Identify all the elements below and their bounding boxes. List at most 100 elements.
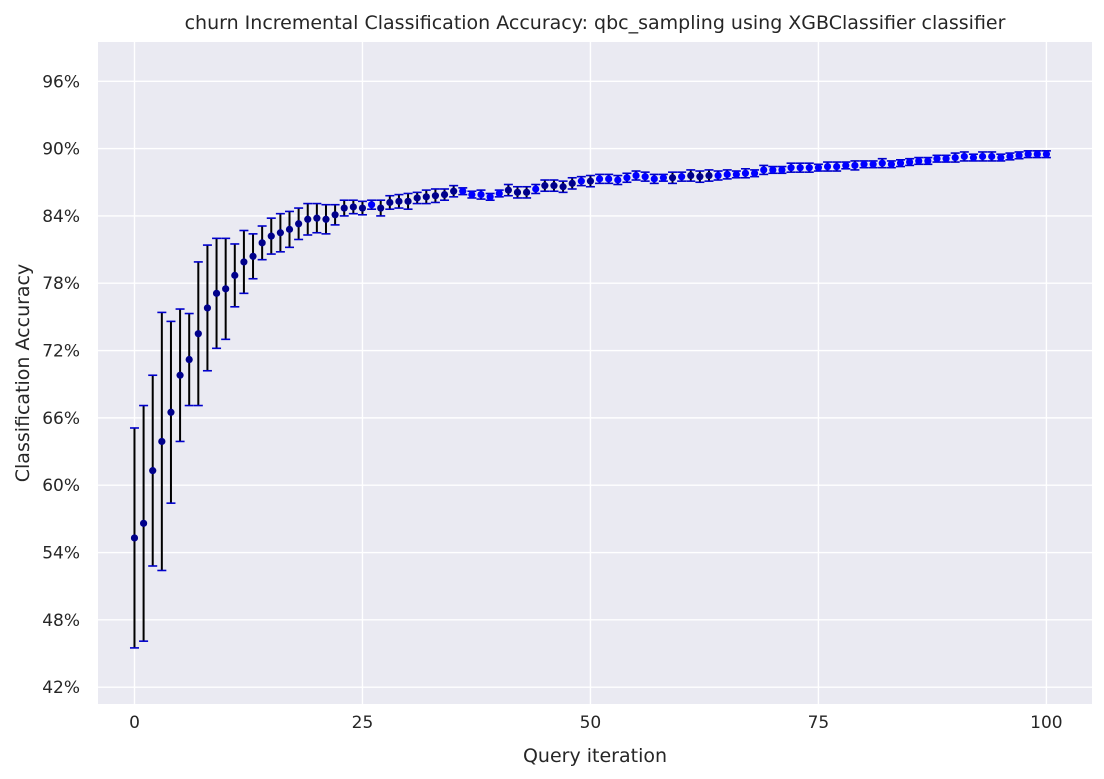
data-point bbox=[997, 153, 1005, 162]
y-tick-label: 60% bbox=[42, 476, 80, 496]
data-point bbox=[240, 258, 248, 266]
data-point bbox=[386, 198, 394, 207]
data-point bbox=[340, 204, 348, 212]
data-point bbox=[440, 190, 449, 199]
data-point bbox=[477, 190, 485, 199]
data-point bbox=[833, 162, 841, 171]
data-point bbox=[258, 239, 266, 247]
data-point bbox=[158, 437, 166, 446]
data-point bbox=[760, 166, 768, 174]
data-point bbox=[550, 182, 558, 190]
data-point bbox=[431, 192, 440, 200]
y-tick-label: 90% bbox=[42, 140, 80, 160]
data-point bbox=[814, 164, 823, 172]
data-point bbox=[249, 252, 257, 260]
data-point bbox=[988, 152, 996, 161]
data-point bbox=[823, 162, 832, 171]
data-point bbox=[595, 175, 604, 183]
y-tick-label: 96% bbox=[42, 72, 80, 92]
data-point bbox=[896, 159, 905, 167]
data-point bbox=[678, 173, 686, 181]
data-point bbox=[295, 220, 303, 228]
data-point bbox=[231, 271, 239, 279]
data-point bbox=[723, 170, 731, 178]
data-point bbox=[632, 171, 640, 180]
data-point bbox=[276, 229, 284, 237]
data-point bbox=[367, 201, 376, 209]
data-point bbox=[167, 408, 175, 416]
chart-title: churn Incremental Classification Accurac… bbox=[185, 12, 1006, 34]
y-tick-label: 48% bbox=[42, 611, 80, 631]
data-point bbox=[878, 159, 886, 167]
data-point bbox=[641, 173, 649, 181]
data-point bbox=[304, 215, 312, 223]
data-point bbox=[906, 158, 914, 166]
data-point bbox=[577, 177, 585, 185]
data-point bbox=[377, 204, 385, 212]
data-point bbox=[778, 166, 786, 174]
data-point bbox=[614, 176, 622, 184]
data-point bbox=[650, 175, 658, 183]
data-point bbox=[851, 161, 859, 170]
data-point bbox=[605, 175, 613, 183]
data-point bbox=[358, 204, 367, 212]
data-point bbox=[978, 152, 987, 161]
data-point bbox=[267, 232, 275, 240]
data-point bbox=[194, 330, 202, 338]
data-point bbox=[869, 160, 877, 168]
data-point bbox=[623, 174, 631, 182]
data-point bbox=[860, 160, 868, 168]
data-point bbox=[413, 194, 421, 202]
data-point bbox=[915, 157, 923, 165]
data-point bbox=[741, 169, 750, 177]
data-point bbox=[1042, 150, 1051, 158]
y-tick-label: 42% bbox=[42, 678, 80, 698]
plot-background bbox=[98, 42, 1092, 704]
data-point bbox=[313, 214, 321, 222]
data-point bbox=[130, 534, 139, 542]
data-point bbox=[176, 371, 184, 379]
data-point bbox=[887, 160, 895, 168]
y-axis-label: Classification Accuracy bbox=[12, 264, 34, 483]
data-point bbox=[805, 164, 813, 172]
data-point bbox=[668, 174, 677, 182]
data-point bbox=[541, 182, 549, 190]
x-tick-label: 0 bbox=[129, 713, 140, 733]
y-tick-label: 54% bbox=[42, 544, 80, 564]
data-point bbox=[951, 153, 959, 162]
data-point bbox=[1024, 150, 1032, 158]
data-point bbox=[504, 186, 512, 194]
x-tick-label: 75 bbox=[808, 713, 830, 733]
data-point bbox=[486, 193, 494, 201]
data-point bbox=[924, 157, 932, 165]
data-point bbox=[750, 169, 759, 177]
data-point bbox=[331, 211, 339, 219]
data-point bbox=[568, 179, 576, 187]
data-point bbox=[687, 171, 695, 180]
data-point bbox=[513, 188, 522, 196]
data-point bbox=[422, 193, 430, 201]
data-point bbox=[395, 197, 403, 205]
data-point bbox=[404, 197, 412, 205]
y-tick-label: 78% bbox=[42, 274, 80, 294]
data-point bbox=[842, 161, 850, 170]
axis-ticks: 0 25 50 75 100 42% 48% 54% 60% 66% 72% 78% 84% 90% 96% bbox=[42, 72, 1062, 733]
data-point bbox=[185, 355, 193, 364]
data-point bbox=[495, 189, 503, 198]
data-point bbox=[769, 166, 777, 174]
y-tick-label: 84% bbox=[42, 207, 80, 227]
data-point bbox=[203, 304, 212, 312]
grid-lines bbox=[98, 42, 1092, 704]
data-point bbox=[212, 289, 221, 297]
data-point bbox=[149, 467, 157, 475]
y-tick-label: 66% bbox=[42, 409, 80, 429]
data-point bbox=[532, 185, 540, 193]
data-point bbox=[796, 164, 804, 172]
data-point bbox=[1006, 152, 1014, 161]
data-point bbox=[696, 173, 704, 181]
data-point bbox=[787, 164, 795, 172]
x-tick-label: 25 bbox=[352, 713, 374, 733]
data-point bbox=[586, 177, 595, 185]
data-point bbox=[322, 215, 330, 223]
data-point bbox=[732, 170, 740, 178]
